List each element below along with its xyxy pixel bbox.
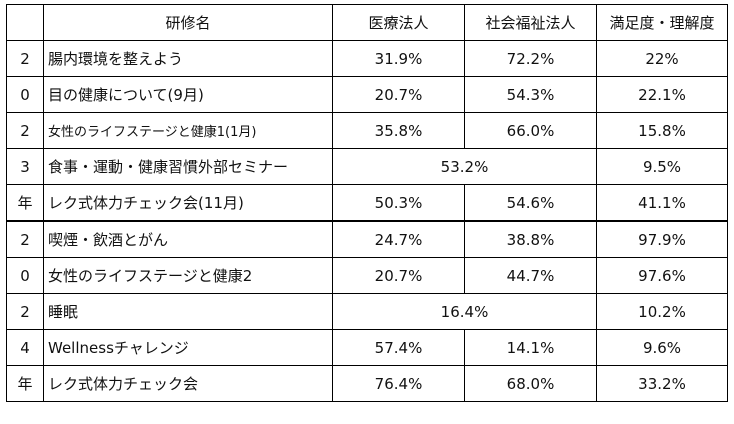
training-name-cell: レク式体力チェック会	[43, 365, 333, 402]
welfare-cell: 38.8%	[464, 220, 597, 258]
year-cell: 2	[6, 293, 44, 330]
training-table: 研修名 医療法人 社会福祉法人 満足度・理解度 2 腸内環境を整えよう 31.9…	[6, 4, 728, 402]
satisfaction-cell: 22%	[596, 40, 728, 77]
welfare-cell: 66.0%	[464, 112, 597, 149]
year-cell: 年	[6, 184, 44, 222]
header-year	[6, 4, 44, 41]
year-cell: 0	[6, 257, 44, 294]
training-name-cell: 食事・運動・健康習慣外部セミナー	[43, 148, 333, 185]
medical-cell: 76.4%	[332, 365, 465, 402]
year-cell: 2	[6, 220, 44, 258]
satisfaction-cell: 22.1%	[596, 76, 728, 113]
header-welfare: 社会福祉法人	[464, 4, 597, 41]
training-name-cell: Wellnessチャレンジ	[43, 329, 333, 366]
table-row: 2 喫煙・飲酒とがん 24.7% 38.8% 97.9%	[6, 220, 728, 258]
welfare-cell: 54.3%	[464, 76, 597, 113]
medical-cell: 24.7%	[332, 220, 465, 258]
table-row: 2 睡眠 16.4% 10.2%	[6, 293, 728, 330]
medical-cell: 50.3%	[332, 184, 465, 222]
training-name-cell: 睡眠	[43, 293, 333, 330]
table-row: 3 食事・運動・健康習慣外部セミナー 53.2% 9.5%	[6, 148, 728, 185]
year-cell: 2	[6, 40, 44, 77]
training-name-cell: レク式体力チェック会(11月)	[43, 184, 333, 222]
medical-cell: 31.9%	[332, 40, 465, 77]
medical-cell: 20.7%	[332, 257, 465, 294]
year-cell: 2	[6, 112, 44, 149]
merged-rate-cell: 53.2%	[332, 148, 597, 185]
satisfaction-cell: 9.5%	[596, 148, 728, 185]
training-name-cell: 腸内環境を整えよう	[43, 40, 333, 77]
header-satisfaction: 満足度・理解度	[596, 4, 728, 41]
merged-rate-cell: 16.4%	[332, 293, 597, 330]
table-row: 4 Wellnessチャレンジ 57.4% 14.1% 9.6%	[6, 329, 728, 366]
satisfaction-cell: 97.6%	[596, 257, 728, 294]
table-row: 2 腸内環境を整えよう 31.9% 72.2% 22%	[6, 40, 728, 77]
year-cell: 年	[6, 365, 44, 402]
year-cell: 4	[6, 329, 44, 366]
welfare-cell: 72.2%	[464, 40, 597, 77]
medical-cell: 20.7%	[332, 76, 465, 113]
table-row: 0 女性のライフステージと健康2 20.7% 44.7% 97.6%	[6, 257, 728, 294]
satisfaction-cell: 15.8%	[596, 112, 728, 149]
table-row: 年 レク式体力チェック会 76.4% 68.0% 33.2%	[6, 365, 728, 402]
medical-cell: 57.4%	[332, 329, 465, 366]
medical-cell: 35.8%	[332, 112, 465, 149]
table-row: 年 レク式体力チェック会(11月) 50.3% 54.6% 41.1%	[6, 184, 728, 222]
welfare-cell: 68.0%	[464, 365, 597, 402]
satisfaction-cell: 41.1%	[596, 184, 728, 222]
satisfaction-cell: 10.2%	[596, 293, 728, 330]
header-name: 研修名	[43, 4, 333, 41]
satisfaction-cell: 9.6%	[596, 329, 728, 366]
training-name-cell: 女性のライフステージと健康1(1月)	[43, 112, 333, 149]
welfare-cell: 54.6%	[464, 184, 597, 222]
table-row: 0 目の健康について(9月) 20.7% 54.3% 22.1%	[6, 76, 728, 113]
welfare-cell: 44.7%	[464, 257, 597, 294]
table-row: 2 女性のライフステージと健康1(1月) 35.8% 66.0% 15.8%	[6, 112, 728, 149]
training-name-cell: 喫煙・飲酒とがん	[43, 220, 333, 258]
satisfaction-cell: 97.9%	[596, 220, 728, 258]
welfare-cell: 14.1%	[464, 329, 597, 366]
header-row: 研修名 医療法人 社会福祉法人 満足度・理解度	[6, 4, 728, 41]
header-medical: 医療法人	[332, 4, 465, 41]
training-name-cell: 女性のライフステージと健康2	[43, 257, 333, 294]
year-cell: 3	[6, 148, 44, 185]
year-cell: 0	[6, 76, 44, 113]
satisfaction-cell: 33.2%	[596, 365, 728, 402]
training-name-cell: 目の健康について(9月)	[43, 76, 333, 113]
